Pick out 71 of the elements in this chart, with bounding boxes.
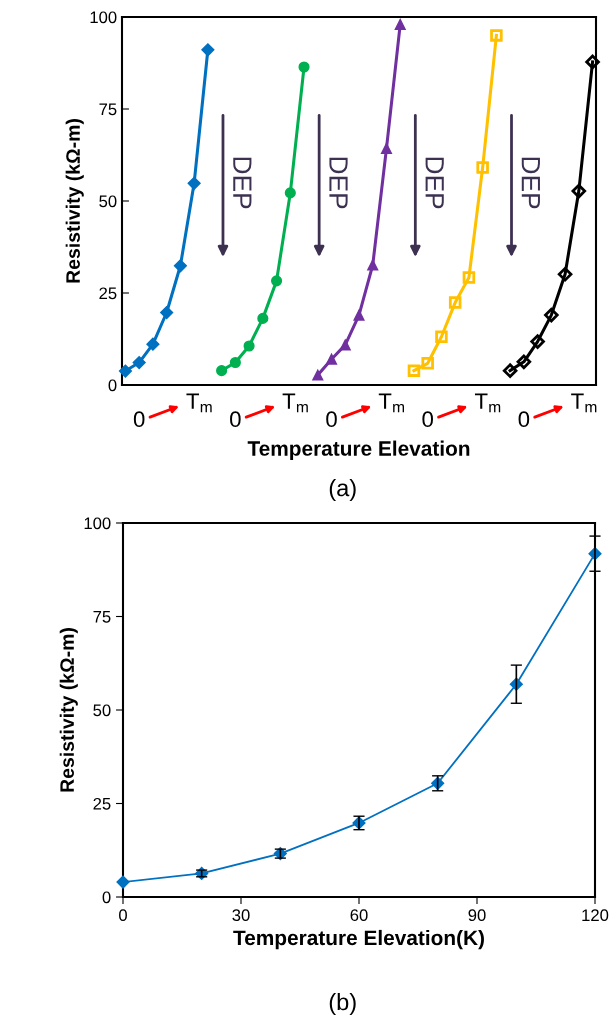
point (271, 275, 283, 287)
annotation: DEP (329, 157, 348, 209)
point (407, 364, 421, 377)
annotation: DEP (233, 157, 252, 209)
point (557, 266, 573, 282)
point (462, 271, 476, 284)
point (530, 334, 545, 349)
point (353, 309, 365, 321)
y-axis-title: Resistivity (kΩ-m) (59, 628, 78, 792)
text: 0 (518, 411, 530, 428)
point (312, 369, 324, 381)
point (325, 353, 338, 365)
point (146, 337, 160, 351)
point (516, 354, 532, 370)
point (435, 330, 448, 344)
point (298, 61, 310, 73)
x-tick-label: 90 (468, 909, 486, 922)
y-tick-label: 100 (90, 11, 117, 24)
point (257, 312, 269, 324)
y-tick-label: 25 (99, 287, 117, 300)
y-tick-label: 100 (84, 517, 111, 530)
x-axis-title: Temperature Elevation (247, 440, 470, 460)
x-tick-label: 120 (582, 909, 609, 922)
point (544, 307, 559, 323)
point (201, 43, 215, 57)
point (476, 161, 489, 174)
point (394, 18, 406, 30)
x-axis-title: Temperature Elevation(K) (233, 929, 484, 950)
text: T$_{m}$ (378, 393, 405, 413)
annotation: DEP (425, 157, 444, 209)
point (116, 875, 130, 889)
text: (a) (329, 479, 356, 501)
point (187, 176, 201, 190)
point (490, 29, 503, 42)
y-tick-label: 0 (102, 891, 111, 904)
point (571, 183, 587, 199)
y-tick-label: 75 (93, 611, 111, 623)
text: T$_{m}$ (571, 393, 597, 413)
point (585, 54, 600, 70)
point (243, 340, 255, 352)
y-tick-label: 25 (93, 797, 111, 810)
y-tick-label: 75 (99, 103, 117, 116)
y-tick-label: 50 (93, 704, 111, 717)
x-tick-label: 0 (119, 909, 127, 922)
text: (b) (329, 993, 356, 1015)
point (448, 296, 462, 309)
y-tick-label: 50 (99, 195, 117, 208)
text: 0 (133, 411, 145, 428)
x-tick-label: 60 (350, 909, 368, 922)
text: 0 (326, 411, 337, 428)
point (502, 363, 518, 378)
text: T$_{m}$ (474, 393, 501, 413)
point (160, 305, 174, 320)
point (367, 259, 379, 271)
point (284, 187, 296, 199)
text: 0 (422, 411, 434, 428)
point (229, 356, 241, 369)
point (118, 364, 133, 378)
point (421, 357, 434, 370)
point (216, 365, 228, 377)
text: T$_{m}$ (282, 393, 308, 413)
annotation: DEP (521, 157, 540, 209)
point (173, 259, 187, 273)
point (380, 142, 393, 154)
point (132, 355, 146, 370)
point (339, 339, 351, 351)
x-tick-label: 30 (232, 909, 250, 922)
text: T$_{m}$ (186, 393, 212, 413)
text: 0 (230, 411, 241, 428)
y-axis-title: Resistivity (kΩ-m) (65, 119, 84, 283)
y-tick-label: 0 (108, 379, 117, 392)
